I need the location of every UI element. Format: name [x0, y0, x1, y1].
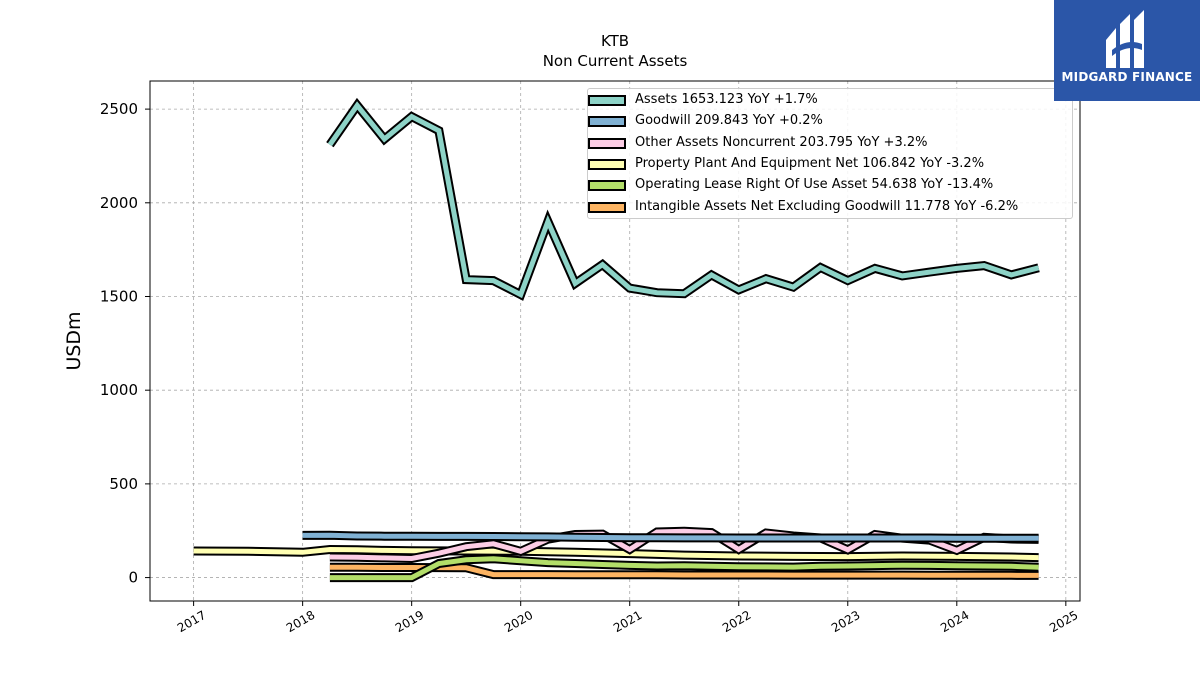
brand-logo: MIDGARD FINANCE	[1054, 0, 1200, 101]
y-tick-label: 2000	[100, 194, 138, 212]
x-tick-label: 2022	[720, 608, 753, 635]
y-axis-label: USDm	[63, 311, 85, 370]
legend-swatch	[588, 180, 626, 192]
series-line-fill	[302, 532, 1039, 541]
series-line-fill	[327, 101, 1040, 299]
x-tick-label: 2020	[502, 608, 535, 635]
legend-label: Operating Lease Right Of Use Asset 54.63…	[635, 177, 994, 193]
series-line	[329, 562, 1039, 580]
legend-label: Property Plant And Equipment Net 106.842…	[635, 155, 985, 171]
series-line	[326, 97, 1040, 301]
plot-frame	[149, 80, 1081, 602]
x-tick-label: 2023	[829, 608, 862, 635]
chart-title: KTB	[600, 32, 630, 50]
legend-swatch	[588, 95, 626, 106]
legend-item: Operating Lease Right Of Use Asset 54.63…	[588, 176, 1074, 196]
legend-swatch	[588, 158, 626, 170]
legend-item: Property Plant And Equipment Net 106.842…	[588, 155, 1074, 175]
chart-legend: Assets 1653.123 YoY +1.7% Goodwill 209.84…	[587, 88, 1073, 219]
x-tick-label: 2017	[175, 608, 208, 635]
x-tick-label: 2019	[393, 608, 426, 635]
series-line	[193, 544, 1039, 563]
legend-item: Assets 1653.123 YoY +1.7%	[588, 91, 1074, 111]
legend-swatch	[588, 116, 626, 128]
midgard-logo-icon	[1106, 10, 1144, 68]
y-tick-label: 500	[109, 475, 138, 493]
x-tick-label: 2021	[611, 608, 644, 635]
y-tick-label: 0	[128, 569, 138, 587]
x-tick-label: 2025	[1047, 608, 1080, 635]
legend-label: Intangible Assets Net Excluding Goodwill…	[635, 198, 1019, 214]
logo-text: MIDGARD FINANCE	[1061, 70, 1193, 84]
legend-swatch	[588, 201, 626, 213]
legend-label: Other Assets Noncurrent 203.795 YoY +3.2…	[635, 134, 928, 150]
series-lines	[193, 97, 1040, 583]
series-line	[329, 554, 1039, 583]
chart-subtitle: Non Current Assets	[542, 52, 688, 70]
legend-swatch	[588, 137, 626, 149]
x-tick-label: 2018	[284, 608, 317, 635]
y-tick-label: 1000	[100, 381, 138, 399]
legend-label: Goodwill 209.843 YoY +0.2%	[635, 113, 823, 129]
y-tick-label: 1500	[100, 287, 138, 305]
series-line-fill	[329, 564, 1039, 578]
series-line-fill	[329, 556, 1039, 581]
legend-item: Goodwill 209.843 YoY +0.2%	[588, 112, 1074, 132]
legend-item: Intangible Assets Net Excluding Goodwill…	[588, 198, 1074, 218]
series-line	[302, 530, 1039, 543]
legend-item: Other Assets Noncurrent 203.795 YoY +3.2…	[588, 134, 1074, 154]
x-tick-label: 2024	[938, 608, 971, 635]
series-line-fill	[193, 546, 1039, 561]
legend-label: Assets 1653.123 YoY +1.7%	[635, 92, 818, 107]
y-tick-label: 2500	[100, 100, 138, 118]
